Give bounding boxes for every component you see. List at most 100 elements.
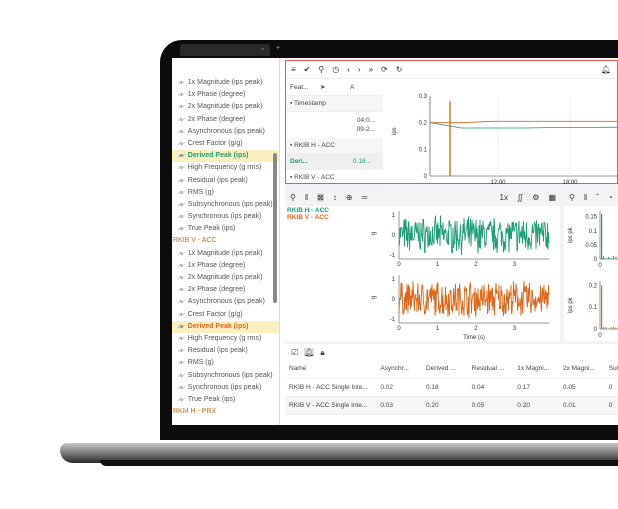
chart-icon: ⩘⩗ (178, 262, 185, 269)
waveform-series-line (398, 280, 550, 319)
integrate-icon[interactable]: ∬ (516, 192, 524, 202)
column-header[interactable]: Asynchr... (376, 360, 422, 379)
tree-item[interactable]: ⩘⩗ 2x Phase (degree) (172, 284, 279, 296)
spectrum-bar (605, 258, 607, 259)
x-tick-label: 2 (474, 326, 478, 332)
tab-close-icon[interactable]: × (261, 47, 264, 53)
spectrum-bar (613, 326, 614, 329)
layout-icon[interactable]: ▦ (548, 192, 556, 202)
y-tick-label: -1 (390, 253, 396, 259)
tree-item[interactable]: ⩘⩗ Subsynchronous (ips peak) (172, 370, 279, 382)
tree-item[interactable]: ⩘⩗ High Frequency (g rms) (172, 162, 279, 174)
trend-toolbar: ≡ ✔ ⚲ ◷ ‹ › » ⟳ ↻ 🔔︎ (286, 61, 617, 79)
bell-icon[interactable]: 🔔︎ (304, 348, 315, 357)
tree-item[interactable]: ⩘⩗ Asynchronous (ips peak) (172, 126, 279, 138)
tree-item[interactable]: ⩘⩗ 2x Magnitude (ips peak) (172, 272, 279, 284)
tree-item[interactable]: ⩘⩗ Asynchronous (ips peak) (172, 296, 279, 308)
tree-item[interactable]: ⩘⩗ 1x Phase (degree) (172, 260, 279, 272)
column-header[interactable]: Residual ... (467, 360, 514, 379)
tree-item[interactable]: ⩘⩗ 2x Phase (degree) (172, 114, 279, 126)
tree-item-label: Asynchronous (ips peak) (187, 127, 265, 135)
zoom-icon[interactable]: ⚲ (569, 192, 575, 202)
column-header[interactable]: Derived ... (421, 360, 468, 379)
bell-icon[interactable]: 🔔︎ (600, 65, 611, 74)
zoom-icon[interactable]: ⚲ (290, 192, 296, 202)
tree-item[interactable]: ⩘⩗ 1x Magnitude (ips peak) (172, 77, 279, 89)
tree-item[interactable]: ⩘⩗ Residual (ips peak) (172, 175, 279, 187)
checkbox-icon[interactable]: ☑ (291, 348, 299, 357)
column-header[interactable]: Sub (604, 360, 618, 379)
tree-item[interactable]: ⩘⩗ 2x Magnitude (ips peak) (172, 101, 279, 113)
tree-item[interactable]: ⩘⩗ Synchronous (ips peak) (172, 382, 279, 394)
cursor-icon: ➤ (320, 84, 326, 91)
tree-item[interactable]: ⩘⩗ Crest Factor (g/g) (172, 138, 279, 150)
header-a[interactable]: A (350, 84, 355, 91)
table-cell: 0.03 (376, 396, 422, 415)
last-icon[interactable]: » (368, 65, 374, 74)
header-feature[interactable]: Feat... (290, 84, 309, 91)
fit-icon[interactable]: ⊠ (317, 192, 324, 202)
speed-button[interactable]: 1x (499, 192, 508, 202)
browser-tab[interactable]: × (180, 44, 270, 56)
legend-item[interactable]: RKIB V - ACC (287, 214, 329, 221)
collapse-icon[interactable]: ▪ (290, 100, 294, 107)
new-tab-button[interactable]: + (276, 45, 281, 52)
y-tick-label: 0.2 (419, 121, 428, 127)
tree-item[interactable]: ⩘⩗ True Peak (ips) (172, 223, 279, 235)
tree-item[interactable]: ⩘⩗ Derived Peak (ips) (172, 150, 279, 163)
lines-icon[interactable]: ═ (361, 192, 368, 202)
column-header[interactable]: 2x Magni... (558, 360, 605, 379)
legend-item[interactable]: RKIB H - ACC (287, 207, 330, 214)
tree-item[interactable]: ⩘⩗ 1x Magnitude (ips peak) (172, 248, 279, 260)
check-icon[interactable]: ✔ (303, 65, 311, 74)
zoom-icon[interactable]: ⚲ (318, 65, 325, 74)
pause-icon[interactable]: ‖ (583, 192, 588, 202)
tree-group[interactable]: RKIB V - ACC (173, 237, 217, 245)
chart-icon: ⩘⩗ (178, 92, 185, 99)
y-axis-label: ips pk (568, 296, 574, 313)
table-cell: 0.17 (513, 378, 559, 397)
tree-item[interactable]: ⩘⩗ RMS (g) (172, 187, 279, 199)
chart-icon: ⩘⩗ (178, 177, 185, 184)
feature-name[interactable]: Deri... (290, 158, 309, 165)
tree-item[interactable]: ⩘⩗ Synchronous (ips peak) (172, 211, 279, 223)
table-row[interactable]: RKIB V - ACC Single Inte... 0.03 0.20 0.05 0… (285, 396, 618, 415)
tree-item[interactable]: ⩘⩗ True Peak (ips) (172, 394, 279, 406)
tree-item-label: High Frequency (g rms) (187, 164, 262, 172)
pause-icon[interactable]: ‖ (304, 192, 309, 202)
table-row[interactable]: RKIB H - ACC Single Inte... 0.02 0.18 0.04 0… (285, 378, 618, 397)
collapse-icon[interactable]: ▪ (290, 142, 295, 149)
sync-icon[interactable]: ⟳ (381, 65, 388, 74)
feature-value: 0.18... (352, 158, 371, 165)
tree-item[interactable]: ⩘⩗ Crest Factor (g/g) (172, 309, 279, 321)
settings-icon[interactable]: ⚙ (532, 192, 540, 202)
prev-icon[interactable]: ‹ (347, 65, 350, 74)
y-tick-label: 0 (594, 327, 598, 333)
clock-icon[interactable]: ◷ (332, 65, 340, 74)
tree-item[interactable]: ⩘⩗ RMS (g) (172, 357, 279, 369)
collapse-icon[interactable]: ▪ (290, 174, 295, 181)
y-tick-label: 0.05 (585, 243, 597, 249)
table-cell: 0.18 (421, 378, 468, 397)
values-panel: ☑ 🔔︎ 🔒︎ Name Asynchr... Derived ... Residual … (285, 344, 618, 425)
tree-item[interactable]: ⩘⩗ Subsynchronous (ips peak) (172, 199, 279, 211)
menu-icon[interactable]: ≡ (291, 65, 296, 74)
chevron-up-icon[interactable]: ˆ (596, 192, 599, 202)
network-icon[interactable]: ⊕ (345, 192, 353, 202)
laptop-foot (100, 460, 618, 466)
vertical-scale-icon[interactable]: ↕ (332, 192, 337, 202)
column-header[interactable]: 1x Magni... (513, 360, 559, 379)
laptop-base (60, 443, 618, 463)
column-header[interactable]: Name (285, 360, 377, 379)
tree-group[interactable]: RKM H - PRX (173, 408, 217, 416)
tree-item-label: RMS (g) (187, 359, 214, 367)
lock-icon[interactable]: 🔒︎ (320, 348, 325, 357)
tree-item[interactable]: ⩘⩗ High Frequency (g rms) (172, 333, 279, 345)
tree-item[interactable]: ⩘⩗ Derived Peak (ips) (172, 320, 279, 333)
refresh-icon[interactable]: ↻ (395, 65, 403, 74)
gauge-icon[interactable]: ◔ (607, 192, 613, 202)
tree-scrollbar[interactable] (273, 153, 277, 303)
next-icon[interactable]: › (357, 65, 361, 74)
tree-item[interactable]: ⩘⩗ Residual (ips peak) (172, 345, 279, 357)
tree-item[interactable]: ⩘⩗ 1x Phase (degree) (172, 89, 279, 101)
